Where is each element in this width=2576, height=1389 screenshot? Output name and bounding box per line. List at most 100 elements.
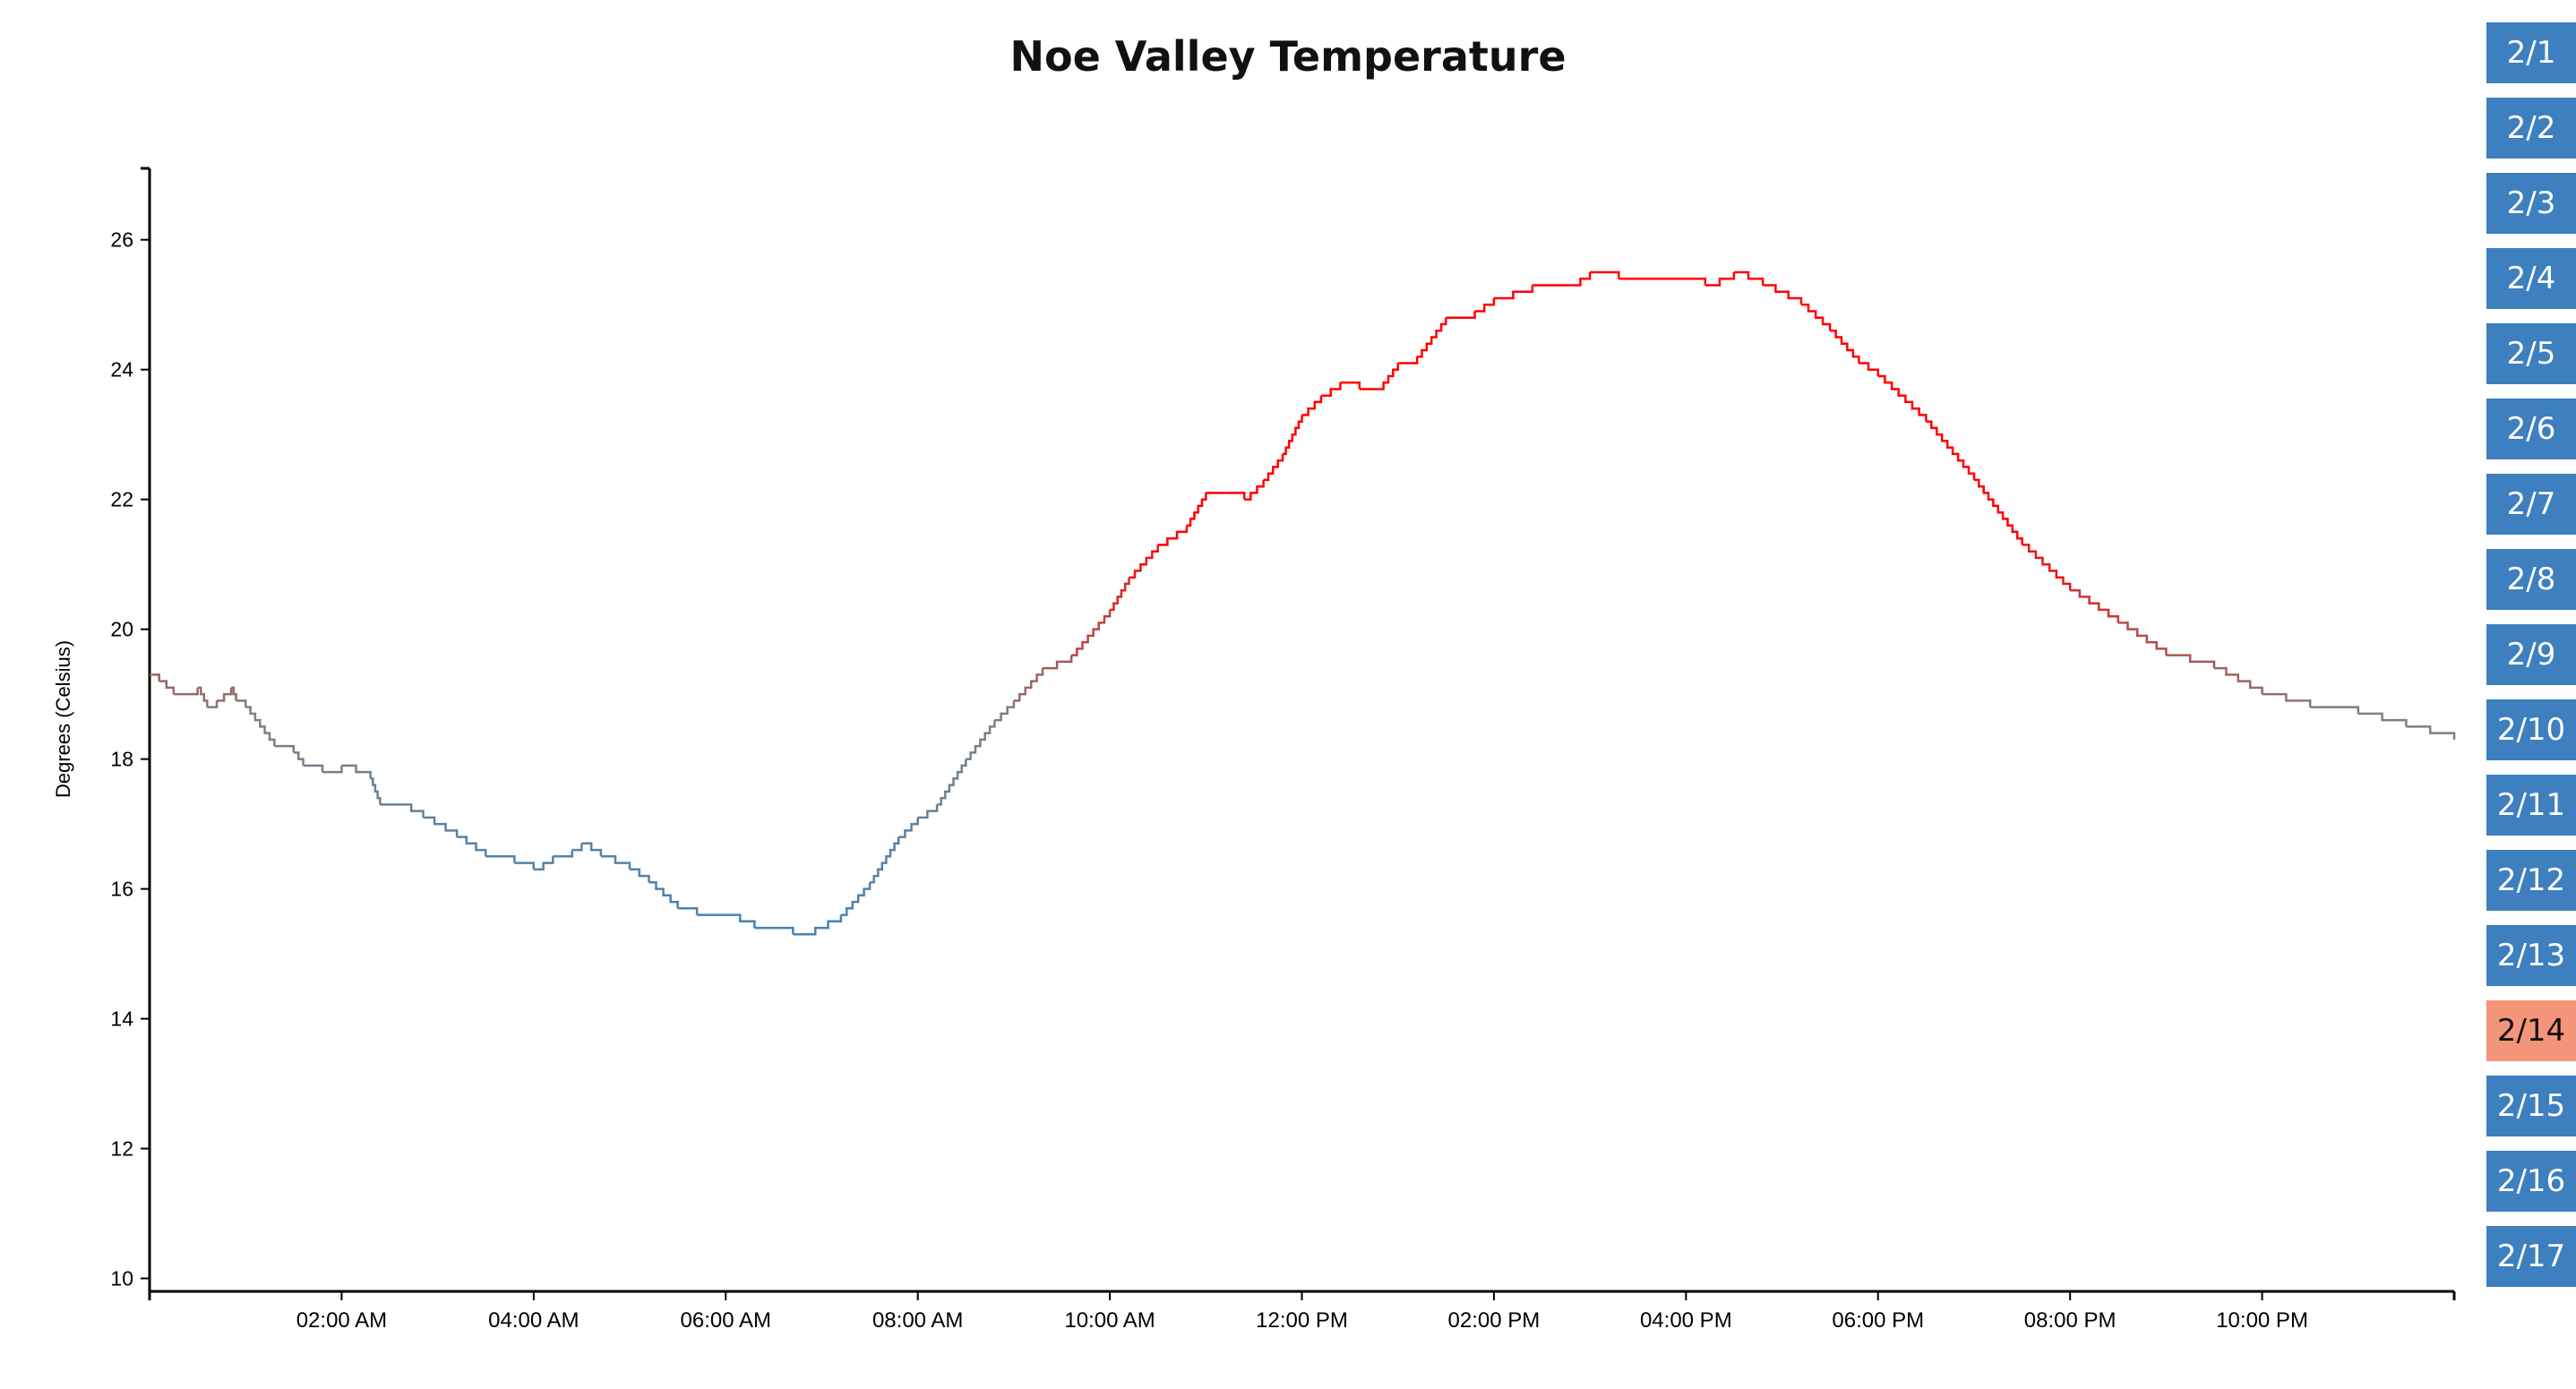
- temperature-segment: [1590, 270, 1620, 279]
- temperature-segment: [370, 777, 382, 805]
- x-tick-label: 02:00 AM: [296, 1308, 387, 1333]
- temperature-segment: [2214, 666, 2263, 695]
- temperature-segment: [1071, 609, 1112, 656]
- temperature-segment: [1493, 285, 1534, 300]
- temperature-segment: [2262, 692, 2312, 707]
- temperature-segment: [1801, 303, 1832, 331]
- date-button-2-8[interactable]: 2/8: [2486, 549, 2576, 610]
- temperature-segment: [898, 817, 919, 838]
- y-tick-label: 18: [110, 748, 133, 771]
- temperature-segment: [630, 868, 650, 883]
- temperature-segment: [514, 862, 536, 870]
- temperature-segment: [322, 765, 343, 774]
- temperature-segment: [207, 700, 219, 708]
- y-tick-label: 26: [110, 228, 133, 252]
- y-tick-label: 12: [110, 1137, 133, 1161]
- temperature-segment: [2022, 544, 2072, 591]
- x-tick-label: 10:00 AM: [1064, 1308, 1155, 1333]
- temperature-segment: [870, 836, 900, 884]
- temperature-segment: [1974, 478, 2023, 545]
- y-tick-label: 20: [110, 618, 133, 641]
- temperature-segment: [840, 882, 872, 916]
- temperature-segment: [1244, 479, 1265, 501]
- temperature-segment: [677, 907, 699, 915]
- x-tick-label: 06:00 PM: [1832, 1308, 1924, 1333]
- date-button-2-3[interactable]: 2/3: [2486, 173, 2576, 234]
- date-button-2-15[interactable]: 2/15: [2486, 1076, 2576, 1136]
- y-tick-label: 24: [110, 358, 133, 382]
- x-tick-label: 12:00 PM: [1256, 1308, 1348, 1333]
- temperature-segment: [1570, 272, 1592, 287]
- temperature-segment: [1129, 544, 1159, 579]
- y-tick-label: 14: [110, 1007, 133, 1031]
- temperature-segment: [2070, 588, 2120, 623]
- temperature-segment: [533, 856, 554, 871]
- x-tick-label: 06:00 AM: [681, 1308, 771, 1333]
- temperature-segment: [341, 764, 372, 779]
- y-tick-label: 10: [110, 1267, 133, 1290]
- chart-title: Noe Valley Temperature: [1009, 32, 1567, 81]
- date-button-2-4[interactable]: 2/4: [2486, 248, 2576, 309]
- temperature-segment: [726, 913, 756, 929]
- date-button-2-16[interactable]: 2/16: [2486, 1151, 2576, 1212]
- temperature-segment: [937, 759, 967, 806]
- temperature-segment: [1926, 420, 1976, 480]
- date-button-2-2[interactable]: 2/2: [2486, 98, 2576, 159]
- date-button-2-1[interactable]: 2/1: [2486, 22, 2576, 83]
- temperature-segment: [917, 804, 939, 819]
- temperature-segment: [1224, 492, 1246, 500]
- temperature-segment: [1283, 415, 1303, 456]
- temperature-segment: [1301, 395, 1323, 416]
- temperature-segment: [1417, 317, 1447, 358]
- temperature-segment: [1157, 525, 1189, 546]
- temperature-segment: [217, 687, 233, 702]
- temperature-segment: [2406, 725, 2456, 740]
- temperature-segment: [754, 926, 794, 935]
- temperature-segment: [293, 751, 305, 766]
- date-button-2-9[interactable]: 2/9: [2486, 624, 2576, 685]
- temperature-segment: [1110, 577, 1130, 612]
- temperature-segment: [1733, 270, 1765, 286]
- temperature-segment: [197, 686, 209, 707]
- temperature-segment: [1320, 382, 1342, 397]
- x-tick-label: 08:00 PM: [2024, 1308, 2117, 1333]
- temperature-segment: [2357, 712, 2408, 727]
- temperature-segment: [2166, 654, 2216, 669]
- temperature-segment: [399, 803, 425, 818]
- temperature-segment: [600, 855, 631, 870]
- temperature-segment: [1686, 277, 1707, 286]
- temperature-segment: [236, 699, 247, 707]
- temperature-segment: [553, 850, 573, 858]
- date-button-2-12[interactable]: 2/12: [2486, 850, 2576, 911]
- temperature-segment: [274, 744, 296, 753]
- x-tick-label: 10:00 PM: [2216, 1308, 2308, 1333]
- temperature-segment: [245, 706, 276, 747]
- date-button-2-17[interactable]: 2/17: [2486, 1226, 2576, 1287]
- y-axis-label: Degrees (Celsius): [52, 640, 74, 798]
- temperature-segment: [1446, 311, 1476, 319]
- temperature-segment: [173, 687, 199, 696]
- temperature-segment: [457, 836, 487, 857]
- temperature-segment: [581, 842, 603, 857]
- temperature-segment: [423, 816, 459, 837]
- temperature-segment: [648, 881, 679, 909]
- y-tick-label: 16: [110, 878, 133, 901]
- date-button-2-11[interactable]: 2/11: [2486, 775, 2576, 836]
- date-button-2-10[interactable]: 2/10: [2486, 699, 2576, 760]
- y-tick-label: 22: [110, 488, 133, 511]
- temperature-segment: [1397, 356, 1419, 364]
- temperature-segment: [571, 843, 583, 852]
- x-axis: 02:00 AM 04:00 AM 06:00 AM 08:00 AM 10:00 AM…: [148, 1290, 2456, 1333]
- temperature-segment: [1763, 284, 1803, 305]
- date-button-2-13[interactable]: 2/13: [2486, 925, 2576, 986]
- x-tick-label: 08:00 AM: [872, 1308, 963, 1333]
- date-button-2-14[interactable]: 2/14: [2486, 1000, 2576, 1061]
- temperature-segment: [2117, 622, 2168, 656]
- temperature-segment: [1378, 363, 1399, 390]
- temperature-segment: [803, 914, 843, 936]
- temperature-segment: [1474, 298, 1496, 313]
- date-button-2-5[interactable]: 2/5: [2486, 323, 2576, 384]
- date-button-2-7[interactable]: 2/7: [2486, 474, 2576, 535]
- date-button-2-6[interactable]: 2/6: [2486, 399, 2576, 459]
